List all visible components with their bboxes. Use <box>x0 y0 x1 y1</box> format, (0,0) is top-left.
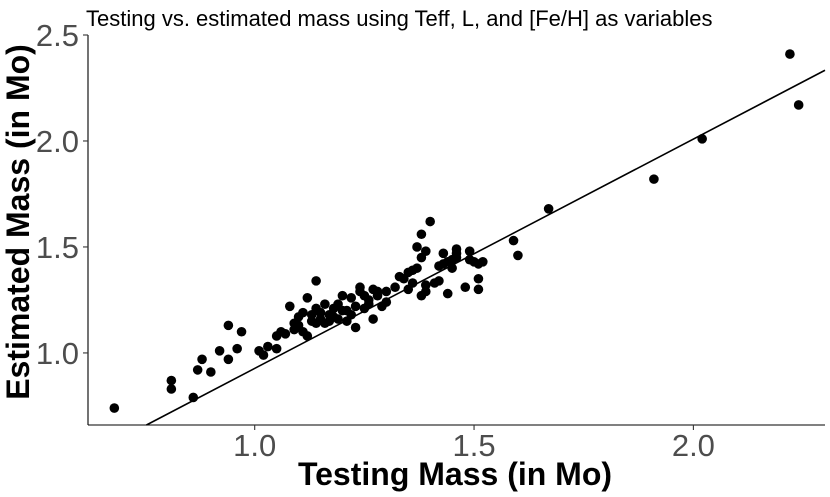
data-point <box>346 293 357 303</box>
data-point <box>785 49 795 59</box>
data-point <box>236 326 247 337</box>
x-tick-label: 1.0 <box>233 428 276 463</box>
data-point <box>232 343 242 354</box>
data-point <box>460 282 471 293</box>
data-point <box>543 204 554 214</box>
data-point <box>513 250 523 261</box>
data-point <box>333 314 343 324</box>
y-axis-ticks: 1.0 1.5 2.0 2.5 <box>36 18 88 371</box>
data-point <box>346 309 357 320</box>
plot-area: 1.0 1.5 2.0 1.0 1.5 2.0 2.5 <box>36 18 826 463</box>
data-point <box>320 299 330 309</box>
x-tick-label: 2.0 <box>672 428 715 463</box>
data-point <box>280 329 291 339</box>
data-point <box>223 320 234 331</box>
data-point <box>381 297 392 307</box>
data-point <box>166 375 177 386</box>
data-point <box>473 284 484 295</box>
data-point <box>442 288 453 299</box>
data-point <box>271 343 282 354</box>
regression-line <box>146 69 826 426</box>
data-point <box>302 331 313 341</box>
data-point <box>434 276 444 286</box>
data-point <box>372 290 383 301</box>
data-points <box>109 49 804 413</box>
data-point <box>381 286 392 297</box>
data-point <box>298 307 308 318</box>
y-tick-label: 2.0 <box>36 124 79 159</box>
data-point <box>188 392 199 403</box>
data-point <box>192 365 203 375</box>
data-point <box>425 216 435 227</box>
data-point <box>473 273 484 284</box>
data-point <box>368 314 378 324</box>
data-point <box>412 242 422 252</box>
x-axis-ticks: 1.0 1.5 2.0 <box>233 425 715 463</box>
y-tick-label: 1.0 <box>36 336 79 371</box>
data-point <box>508 235 519 246</box>
data-point <box>412 263 422 273</box>
data-point <box>263 341 273 352</box>
data-point <box>407 278 418 288</box>
y-axis-label: Estimated Mass (in Mo) <box>0 44 36 400</box>
data-point <box>416 229 427 240</box>
data-point <box>197 354 207 365</box>
data-point <box>438 248 449 259</box>
data-point <box>390 282 400 293</box>
data-point <box>302 293 313 303</box>
data-point <box>315 307 326 318</box>
data-point <box>420 286 431 297</box>
data-point <box>350 322 361 333</box>
data-point <box>166 384 177 394</box>
y-tick-label: 1.5 <box>36 230 79 265</box>
data-point <box>355 282 365 293</box>
data-point <box>350 301 361 312</box>
data-point <box>478 256 488 267</box>
data-point <box>109 403 120 413</box>
data-point <box>451 252 462 263</box>
data-point <box>697 134 707 144</box>
data-point <box>214 346 225 356</box>
data-point <box>337 290 348 301</box>
x-axis-label: Testing Mass (in Mo) <box>298 456 612 492</box>
data-point <box>649 174 659 184</box>
data-point <box>284 301 295 312</box>
data-point <box>223 354 234 365</box>
data-point <box>793 100 804 110</box>
data-point <box>363 299 374 309</box>
data-point <box>258 350 269 360</box>
data-point <box>464 246 475 256</box>
x-tick-label: 1.5 <box>452 428 495 463</box>
data-point <box>311 276 321 286</box>
data-point <box>447 263 457 273</box>
data-point <box>206 367 216 377</box>
chart-title: Testing vs. estimated mass using Teff, L… <box>86 6 712 31</box>
y-tick-label: 2.5 <box>36 18 79 53</box>
data-point <box>420 246 431 256</box>
